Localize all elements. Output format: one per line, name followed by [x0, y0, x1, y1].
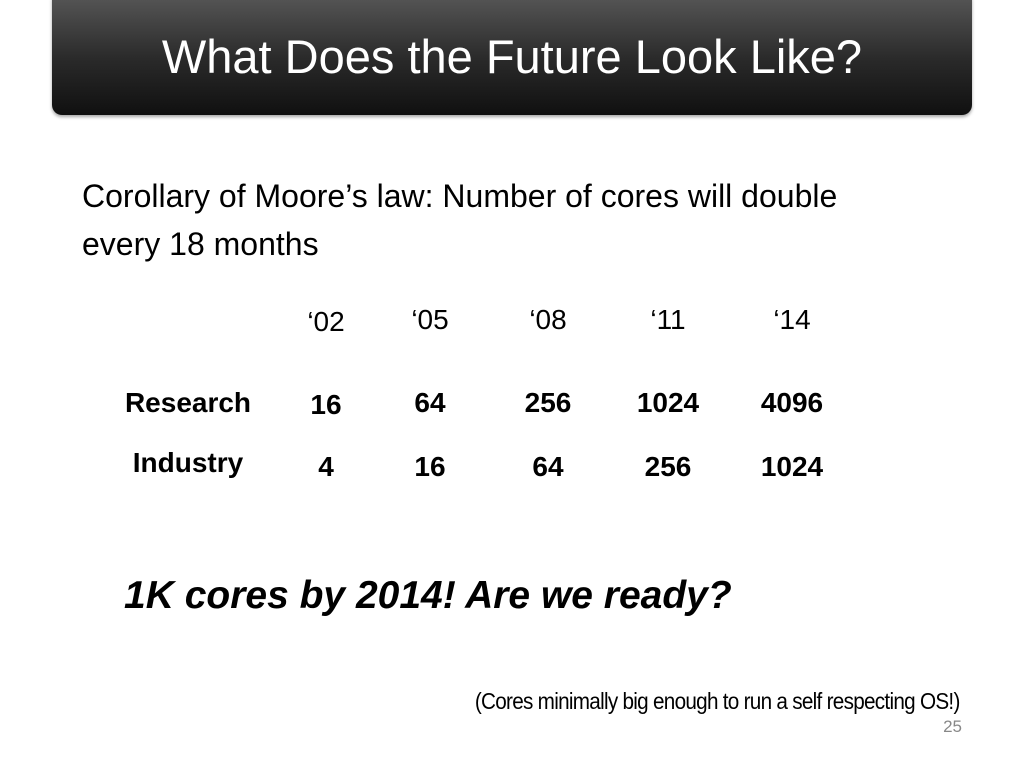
footnote: (Cores minimally big enough to run a sel… — [475, 688, 960, 714]
table-cell: 256 — [524, 387, 572, 418]
column-header: ‘02 — [307, 306, 345, 337]
table-cell: 16 — [414, 451, 446, 482]
row-label: Industry — [132, 447, 244, 478]
table-cell: 64 — [414, 387, 446, 418]
slide-title: What Does the Future Look Like? — [161, 30, 863, 83]
table-cell: 256 — [644, 451, 692, 482]
table-cell: 64 — [532, 451, 564, 482]
body-text: Corollary of Moore’s law: Number of core… — [82, 178, 838, 262]
column-header: ‘05 — [411, 304, 449, 335]
table-cell: 16 — [310, 389, 342, 420]
column-header: ‘14 — [773, 304, 811, 335]
title-bar — [52, 0, 972, 115]
page-number: 25 — [943, 717, 962, 736]
table-cell: 1024 — [636, 387, 700, 418]
column-header: ‘08 — [529, 304, 567, 335]
table-cell: 1024 — [760, 451, 824, 482]
emphasis-text: 1K cores by 2014! Are we ready? — [124, 574, 732, 617]
table-cell: 4 — [318, 451, 334, 482]
column-header: ‘11 — [650, 304, 686, 335]
row-label: Research — [124, 387, 252, 418]
table-cell: 4096 — [760, 387, 824, 418]
